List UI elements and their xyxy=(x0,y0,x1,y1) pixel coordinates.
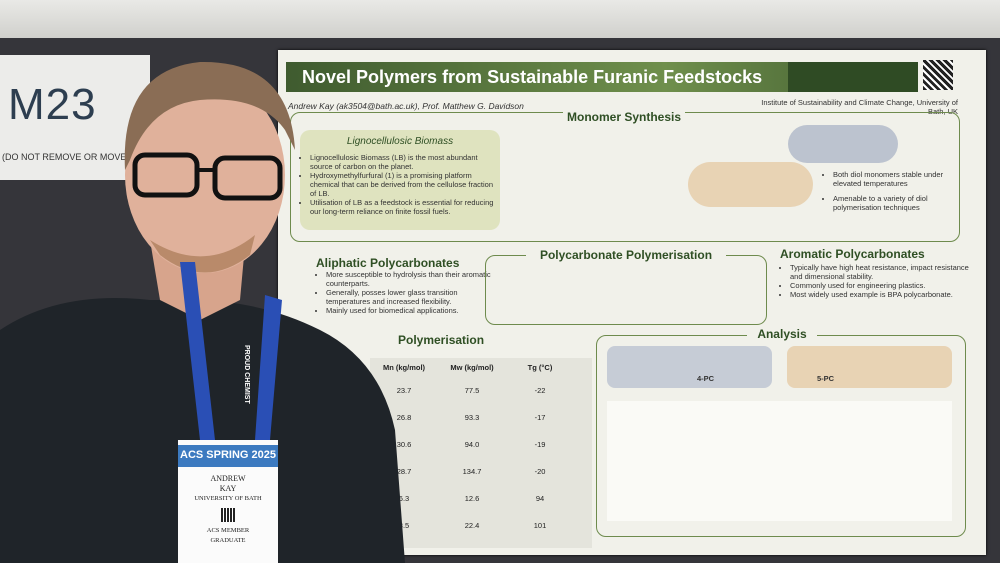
header-cell: Tg (°C) xyxy=(527,363,553,372)
results-table: Mn (kg/mol) Mw (kg/mol) Tg (°C) 23.7 77.5 -22… xyxy=(370,358,574,539)
table-area: Mn (kg/mol) Mw (kg/mol) Tg (°C) 23.7 77.5 -22… xyxy=(370,358,592,548)
authors: Andrew Kay (ak3504@bath.ac.uk), Prof. Ma… xyxy=(288,101,524,111)
poster-title: Novel Polymers from Sustainable Furanic … xyxy=(302,67,763,87)
badge-grade: GRADUATE xyxy=(210,537,246,544)
lanyard-text: PROUD CHEMIST xyxy=(243,345,250,404)
table-cell: -17 xyxy=(534,413,546,422)
heading: Polycarbonate Polymerisation xyxy=(526,248,726,262)
polymer-panel: 4-PC xyxy=(607,346,772,388)
heading: Monomer Synthesis xyxy=(563,110,686,124)
biomass-box: Lignocellulosic Biomass Lignocellulosic … xyxy=(300,130,500,230)
affiliation: Institute of Sustainability and Climate … xyxy=(761,98,958,116)
bullet: Typically have high heat resistance, imp… xyxy=(790,263,970,281)
header-cell: Mn (kg/mol) xyxy=(382,363,426,372)
table-cell: -20 xyxy=(534,467,546,476)
table-cell: 28.7 xyxy=(396,467,412,476)
table-cell: 93.3 xyxy=(464,413,480,422)
glasses xyxy=(132,152,200,198)
bullet: More susceptible to hydrolysis than thei… xyxy=(326,270,496,288)
table-row: 30.6 94.0 -19 xyxy=(370,431,574,458)
bullet: Mainly used for biomedical applications. xyxy=(326,306,496,315)
table-cell: 8.5 xyxy=(398,521,410,530)
qr-code xyxy=(923,60,953,90)
plots xyxy=(607,401,952,521)
bullet: Lignocellulosic Biomass (LB) is the most… xyxy=(310,153,500,171)
face xyxy=(125,77,285,273)
badge-qr xyxy=(221,508,235,522)
table-cell: 134.7 xyxy=(462,467,482,476)
polymer-panel: 5-PC xyxy=(787,346,952,388)
table-row: 8.5 22.4 101 xyxy=(370,512,574,539)
table-cell: 94.0 xyxy=(464,440,480,449)
heading: Analysis xyxy=(747,327,817,341)
glasses xyxy=(212,155,283,201)
bullet: Commonly used for engineering plastics. xyxy=(790,281,970,290)
table-cell: 26.8 xyxy=(396,413,412,422)
table-cell: 22.4 xyxy=(464,521,480,530)
bullet: Both diol monomers stable under elevated… xyxy=(833,170,963,188)
lanyard xyxy=(180,262,282,440)
label: 5-PC xyxy=(817,374,835,383)
table-row: 23.7 77.5 -22 xyxy=(370,377,574,404)
table-cell: -19 xyxy=(534,440,546,449)
table-cell: 12.6 xyxy=(464,494,480,503)
badge-last-name: KAY xyxy=(219,484,237,493)
bullet: Generally, posses lower glass transition… xyxy=(326,288,496,306)
table-cell: 30.6 xyxy=(396,440,412,449)
badge-header xyxy=(178,445,278,467)
bullet: Amenable to a variety of diol polymerisa… xyxy=(833,194,963,212)
hair xyxy=(124,61,296,170)
table-row: 26.8 93.3 -17 xyxy=(370,404,574,431)
table-row: 28.7 134.7 -20 xyxy=(370,458,574,485)
table-cell: 6.3 xyxy=(398,494,410,503)
board-note: (DO NOT REMOVE OR MOVE) xyxy=(2,152,130,162)
label: 4-PC xyxy=(697,374,715,383)
table-row: 6.3 12.6 94 xyxy=(370,485,574,512)
heading: Polymerisation xyxy=(398,333,485,347)
badge-member: ACS MEMBER xyxy=(206,527,250,534)
analysis-box: Analysis 4-PC 5-PC xyxy=(596,327,966,537)
bullet: Most widely used example is BPA polycarb… xyxy=(790,290,970,299)
badge-text: ANDREW KAY UNIVERSITY OF BATH ACS MEMBER… xyxy=(178,474,278,546)
logo xyxy=(788,62,918,92)
table-cell: 94 xyxy=(535,494,545,503)
header-row: Mn (kg/mol) Mw (kg/mol) Tg (°C) xyxy=(370,358,574,377)
polymerisation-box: Polycarbonate Polymerisation xyxy=(485,248,767,325)
heading: Aromatic Polycarbonates xyxy=(780,247,925,261)
heading: Lignocellulosic Biomass xyxy=(346,136,454,147)
bullet: Hydroxymethylfurfural (1) is a promising… xyxy=(310,171,500,198)
monomer-highlight xyxy=(688,162,813,207)
board-number: M23 xyxy=(8,80,97,129)
table-cell: 23.7 xyxy=(396,386,412,395)
bullet: Utilisation of LB as a feedstock is esse… xyxy=(310,198,500,216)
wall xyxy=(0,0,1000,40)
monomer-highlight xyxy=(788,125,898,163)
heading: Aliphatic Polycarbonates xyxy=(316,256,460,270)
table-cell: 77.5 xyxy=(464,386,480,395)
beard xyxy=(150,235,255,273)
table-cell: 101 xyxy=(533,521,547,530)
table-cell: -22 xyxy=(534,386,546,395)
header-cell: Mw (kg/mol) xyxy=(450,363,494,372)
badge-first-name: ANDREW xyxy=(210,474,246,483)
badge-event: ACS SPRING 2025 xyxy=(180,449,276,461)
badge-affiliation: UNIVERSITY OF BATH xyxy=(194,495,262,502)
